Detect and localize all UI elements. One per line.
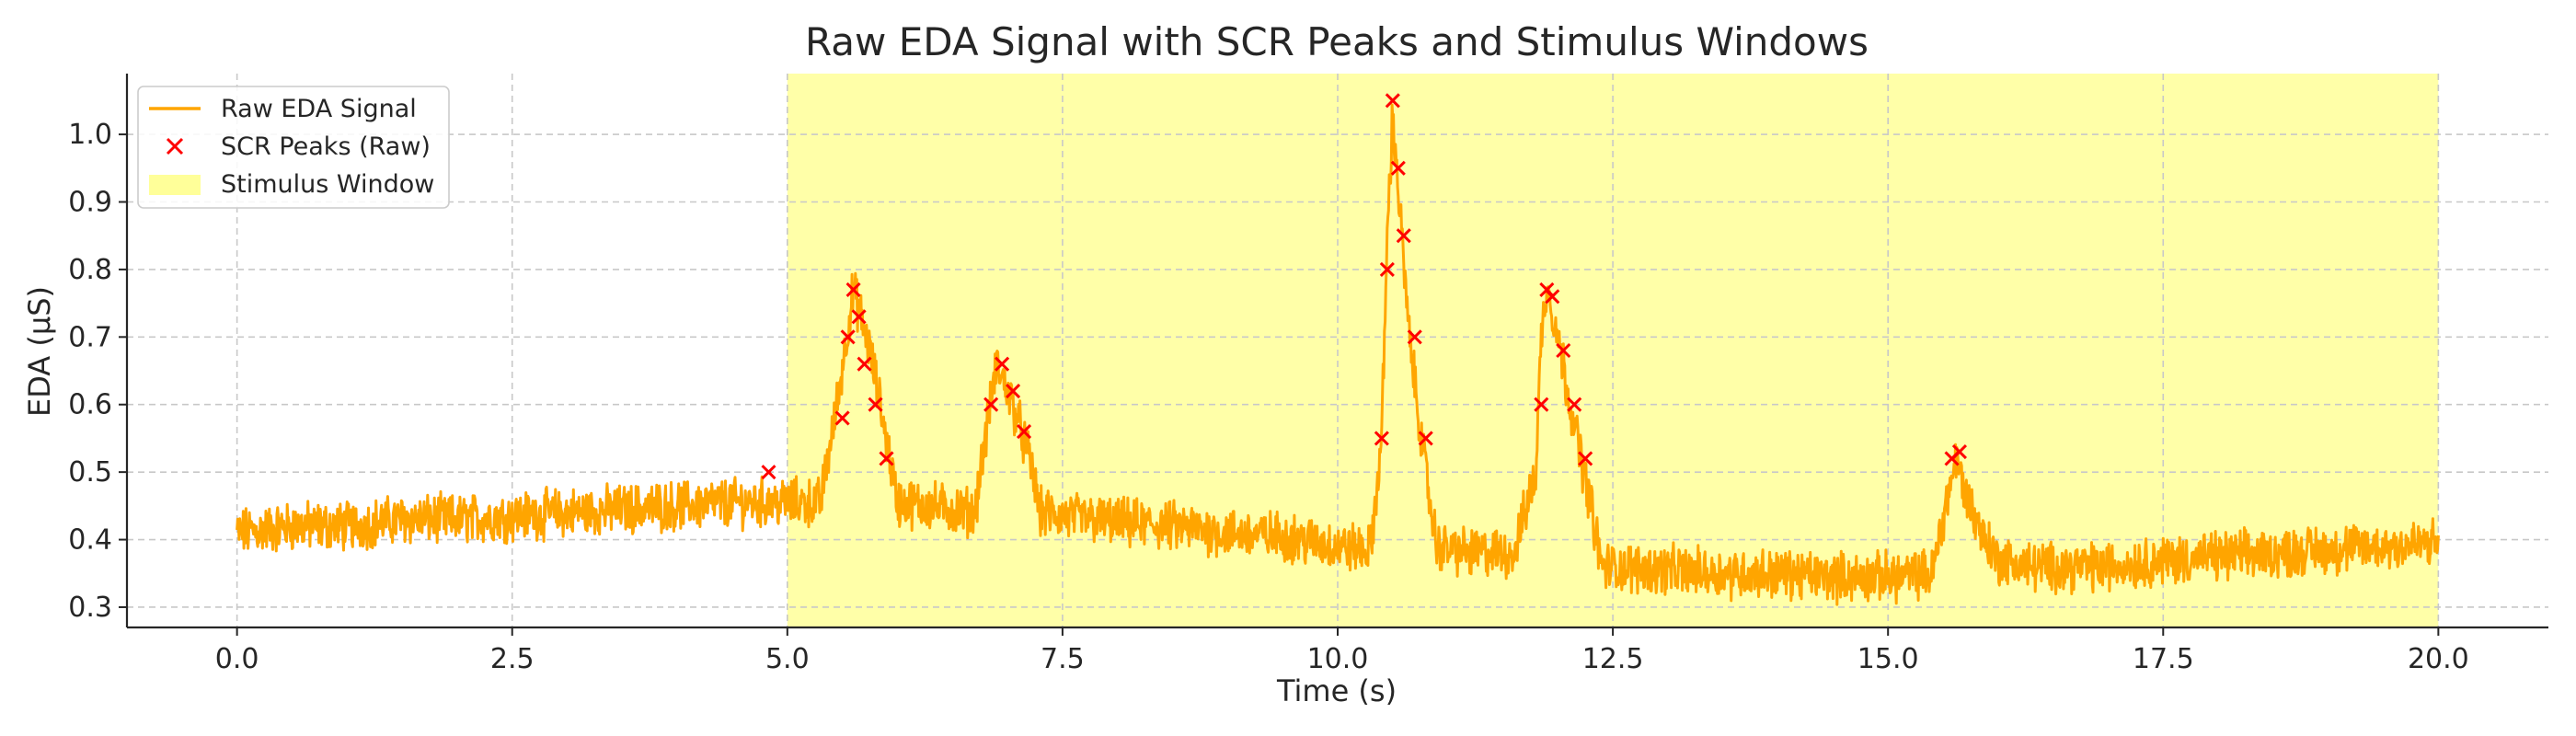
scr-peak-4 [851,309,867,325]
scr-peak-2 [840,329,856,345]
x-tick-label-0: 0.0 [215,643,259,675]
scr-peak-15-b [1390,160,1406,176]
scr-peak-13-b [1379,261,1395,277]
x-tick-label-2: 5.0 [765,643,810,675]
y-tick-label-5: 0.8 [68,254,112,286]
x-tick-label-8: 20.0 [2408,643,2469,675]
scr-peak-6 [868,397,883,412]
eda-signal-line [236,103,2440,606]
y-tick-label-4: 0.7 [68,321,112,353]
x-axis-label: Time (s) [1276,673,1397,708]
scr-peak-6-b [868,397,883,412]
scr-peak-7-b [879,451,894,466]
scr-peak-2-b [840,329,856,345]
scr-peak-19-b [1534,397,1549,412]
legend: Raw EDA Signal SCR Peaks (Raw) Stimulus … [137,86,450,209]
y-tick-label-7: 1.0 [68,119,112,151]
scr-peak-23-b [1567,397,1582,412]
scr-peak-17 [1407,329,1422,345]
scr-peak-11-b [1016,424,1032,440]
scr-peak-26 [1951,444,1968,460]
scr-peak-21 [1545,289,1560,305]
x-tick-label-4: 10.0 [1307,643,1369,675]
scr-peak-18-b [1418,431,1433,446]
scr-peak-18 [1418,431,1433,446]
scr-peak-22-b [1556,342,1571,359]
scr-peak-14 [1385,93,1400,109]
y-tick-label-2: 0.5 [68,456,112,489]
scr-peak-23 [1567,397,1582,412]
scr-peak-14-b [1385,93,1400,109]
y-tick-label-3: 0.6 [68,389,112,421]
x-tick-label-7: 17.5 [2133,643,2194,675]
scr-peak-9 [995,356,1010,372]
y-tick-label-6: 0.9 [68,186,112,218]
scr-peak-16 [1396,228,1411,244]
peak-layer [761,93,1968,480]
scr-peak-16-b [1396,228,1411,244]
scr-peak-7 [879,451,894,466]
legend-label-window: Stimulus Window [221,170,434,199]
scr-peak-12-b [1374,431,1389,446]
signal-layer [236,103,2440,606]
scr-peak-10 [1006,383,1021,399]
scr-peak-8-b [983,397,999,412]
x-tick-label-1: 2.5 [490,643,535,675]
y-axis-label: EDA (µS) [22,286,57,417]
scr-peak-19 [1534,397,1549,412]
chart-title: Raw EDA Signal with SCR Peaks and Stimul… [805,19,1869,64]
scr-peak-0-b [761,465,776,480]
scr-peak-3-b [845,282,861,297]
scr-peak-24 [1578,451,1593,466]
scr-peak-0 [761,465,776,480]
scr-peak-15 [1390,160,1406,176]
scr-peak-10-b [1006,383,1021,399]
legend-swatch-window [149,175,201,195]
scr-peak-24-b [1578,451,1593,466]
scr-peak-5 [857,356,872,372]
y-tick-label-1: 0.4 [68,524,112,557]
scr-peak-21-b [1545,289,1560,305]
x-tick-label-5: 12.5 [1582,643,1644,675]
scr-peak-9-b [995,356,1010,372]
x-tick-label-6: 15.0 [1857,643,1919,675]
legend-label-signal: Raw EDA Signal [221,95,417,123]
x-tick-label-3: 7.5 [1041,643,1085,675]
scr-peak-8 [983,397,999,412]
legend-label-peaks: SCR Peaks (Raw) [221,132,431,161]
scr-peak-4-b [851,309,867,325]
legend-box [137,86,450,209]
grid-layer [127,74,2548,627]
scr-peak-11 [1016,424,1032,440]
tick-layer: 0.0 2.5 5.0 7.5 10.0 12.5 15.0 17.5 20.0 0.3 0.4 0.… [68,119,2468,675]
scr-peak-13 [1379,261,1395,277]
legend-peak-marker [166,137,184,155]
scr-peak-5-b [857,356,872,372]
scr-peak-17-b [1407,329,1422,345]
scr-peak-1-b [834,410,850,426]
scr-peak-22 [1556,342,1571,359]
scr-peak-12 [1374,431,1389,446]
legend-peak-marker-b [166,137,184,155]
scr-peak-3 [845,282,861,297]
scr-peak-1 [834,410,850,426]
legend-swatch-peaks [166,137,184,155]
scr-peak-26-b [1951,444,1968,460]
y-tick-label-0: 0.3 [68,592,112,624]
